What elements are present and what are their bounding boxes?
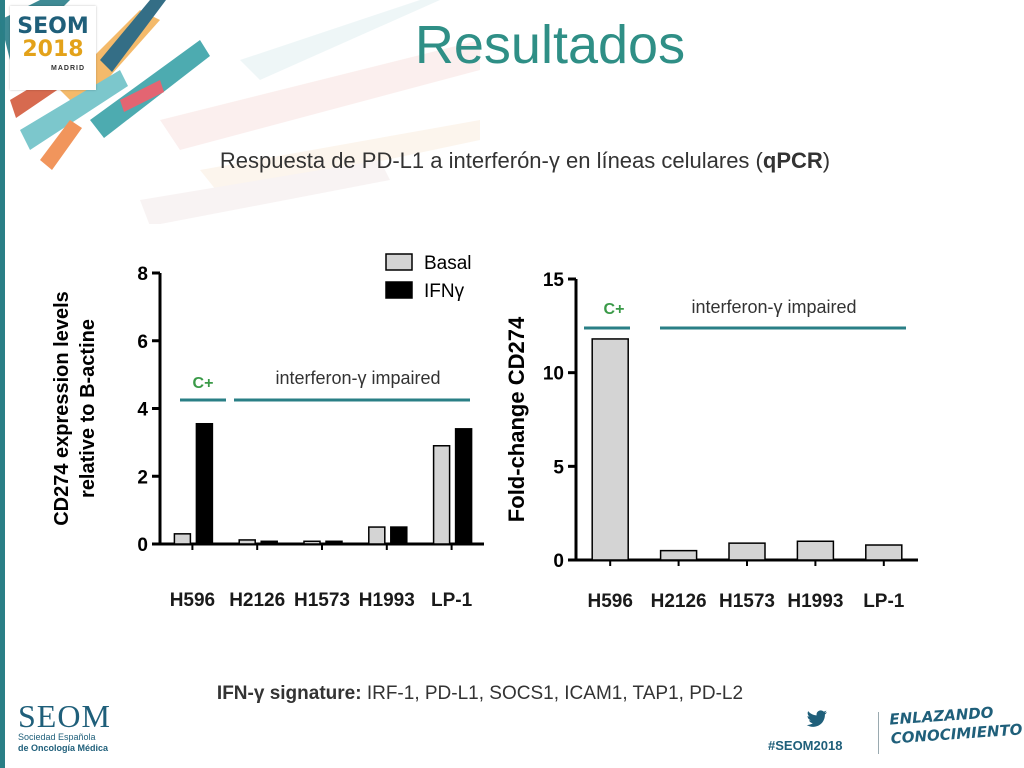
chart1-bar-H1573-1 bbox=[325, 540, 343, 545]
chart2-positive-control-label: C+ bbox=[604, 301, 625, 318]
chart1-bar-H596-1 bbox=[195, 422, 214, 545]
subtitle-part-1: Respuesta de PD-L1 a interferón- bbox=[219, 148, 549, 173]
slide-subtitle: Respuesta de PD-L1 a interferón-γ en lín… bbox=[110, 146, 940, 176]
charts-canvas: 0 2 4 6 8 H596 H2126 H1573 H1993 LP-1 CD274 expres… bbox=[51, 253, 918, 612]
logo-seom-text: SEOM bbox=[17, 14, 89, 39]
chart1-legend-label-0: Basal bbox=[424, 253, 472, 274]
chart2-bar-H596-0 bbox=[591, 338, 629, 561]
chart1-impaired-label: interferon-γ impaired bbox=[275, 368, 440, 388]
chart-1-panel bbox=[20, 224, 506, 624]
twitter-icon bbox=[806, 710, 827, 727]
chart1-bar-LP-1-0 bbox=[432, 445, 451, 545]
hashtag: #SEOM2018 bbox=[768, 738, 843, 753]
chart1-bar-H2126-0 bbox=[238, 539, 256, 545]
chart1-bar-H1993-0 bbox=[368, 526, 386, 545]
chart1-category-label: H596 bbox=[170, 590, 215, 611]
chart2-y-axis-label: Fold-change CD274 bbox=[504, 316, 529, 522]
chart1-bar-H1993-1 bbox=[390, 526, 408, 545]
chart1-legend-swatch-0 bbox=[385, 253, 413, 271]
footer-society-line2: de Oncología Médica bbox=[18, 743, 109, 753]
logo-year-text: 2018 bbox=[22, 37, 84, 62]
chart1-positive-control-label: C+ bbox=[193, 375, 214, 392]
seom-2018-logo: SEOM 2018 MADRID bbox=[10, 6, 96, 90]
chart2-y-tick-label: 15 bbox=[543, 270, 565, 291]
chart2-y-tick-label: 5 bbox=[553, 457, 564, 478]
seom-footer-logo: SEOM Sociedad Española de Oncología Médi… bbox=[18, 700, 128, 754]
signature-genes: IRF-1, PD-L1, SOCS1, ICAM1, TAP1, PD-L2 bbox=[361, 683, 744, 704]
footer-divider bbox=[878, 712, 879, 754]
slogan: ENLAZANDO CONOCIMIENTO bbox=[889, 701, 1023, 748]
subtitle-method: qPCR bbox=[762, 148, 823, 173]
chart2-category-label: LP-1 bbox=[863, 591, 905, 612]
chart2-bar-H1993-0 bbox=[796, 540, 835, 561]
chart1-category-label: H1993 bbox=[359, 590, 415, 611]
chart2-y-tick-label: 10 bbox=[543, 364, 564, 385]
chart2-bar-LP-1-0 bbox=[865, 544, 903, 561]
subtitle-part-2: en líneas celulares ( bbox=[559, 148, 763, 173]
chart2-y-tick-label: 0 bbox=[553, 551, 564, 572]
chart1-y-axis-label: CD274 expression levels bbox=[51, 291, 73, 526]
chart2-category-label: H1573 bbox=[719, 591, 775, 612]
chart1-y-tick-label: 4 bbox=[137, 400, 148, 421]
chart1-bar-LP-1-1 bbox=[454, 428, 473, 545]
chart1-bar-H1573-0 bbox=[303, 540, 321, 545]
logo-city-text: MADRID bbox=[51, 65, 85, 72]
left-accent-bar bbox=[0, 0, 5, 768]
chart1-y-tick-label: 8 bbox=[137, 264, 148, 285]
chart1-y-tick-label: 0 bbox=[137, 535, 148, 556]
chart1-legend-label-1: IFNγ bbox=[424, 281, 465, 302]
chart1-y-tick-label: 6 bbox=[137, 332, 148, 353]
chart2-category-label: H1993 bbox=[787, 591, 843, 612]
chart2-category-label: H596 bbox=[587, 591, 632, 612]
chart2-impaired-label: interferon-γ impaired bbox=[691, 297, 856, 317]
footer-society-line1: Sociedad Española bbox=[18, 732, 96, 742]
chart2-bar-H2126-0 bbox=[659, 549, 698, 561]
chart1-y-axis-label: relative to B-actine bbox=[77, 319, 99, 498]
subtitle-gamma: γ bbox=[548, 148, 560, 173]
chart1-category-label: H1573 bbox=[294, 590, 350, 611]
chart1-bar-H2126-1 bbox=[260, 540, 278, 545]
chart2-category-label: H2126 bbox=[651, 591, 707, 612]
signature-label: IFN-γ signature: bbox=[216, 683, 362, 704]
footer-seom-text: SEOM bbox=[18, 698, 111, 734]
slide-title: Resultados bbox=[414, 15, 686, 75]
chart1-category-label: LP-1 bbox=[431, 590, 473, 611]
subtitle-close: ) bbox=[822, 148, 831, 173]
ifn-signature: IFN-γ signature: IRF-1, PD-L1, SOCS1, IC… bbox=[140, 680, 820, 708]
chart2-bar-H1573-0 bbox=[728, 542, 766, 561]
chart1-category-label: H2126 bbox=[229, 590, 285, 611]
chart1-y-tick-label: 2 bbox=[137, 467, 148, 488]
chart1-legend-swatch-1 bbox=[385, 281, 413, 299]
chart1-bar-H596-0 bbox=[173, 533, 192, 545]
